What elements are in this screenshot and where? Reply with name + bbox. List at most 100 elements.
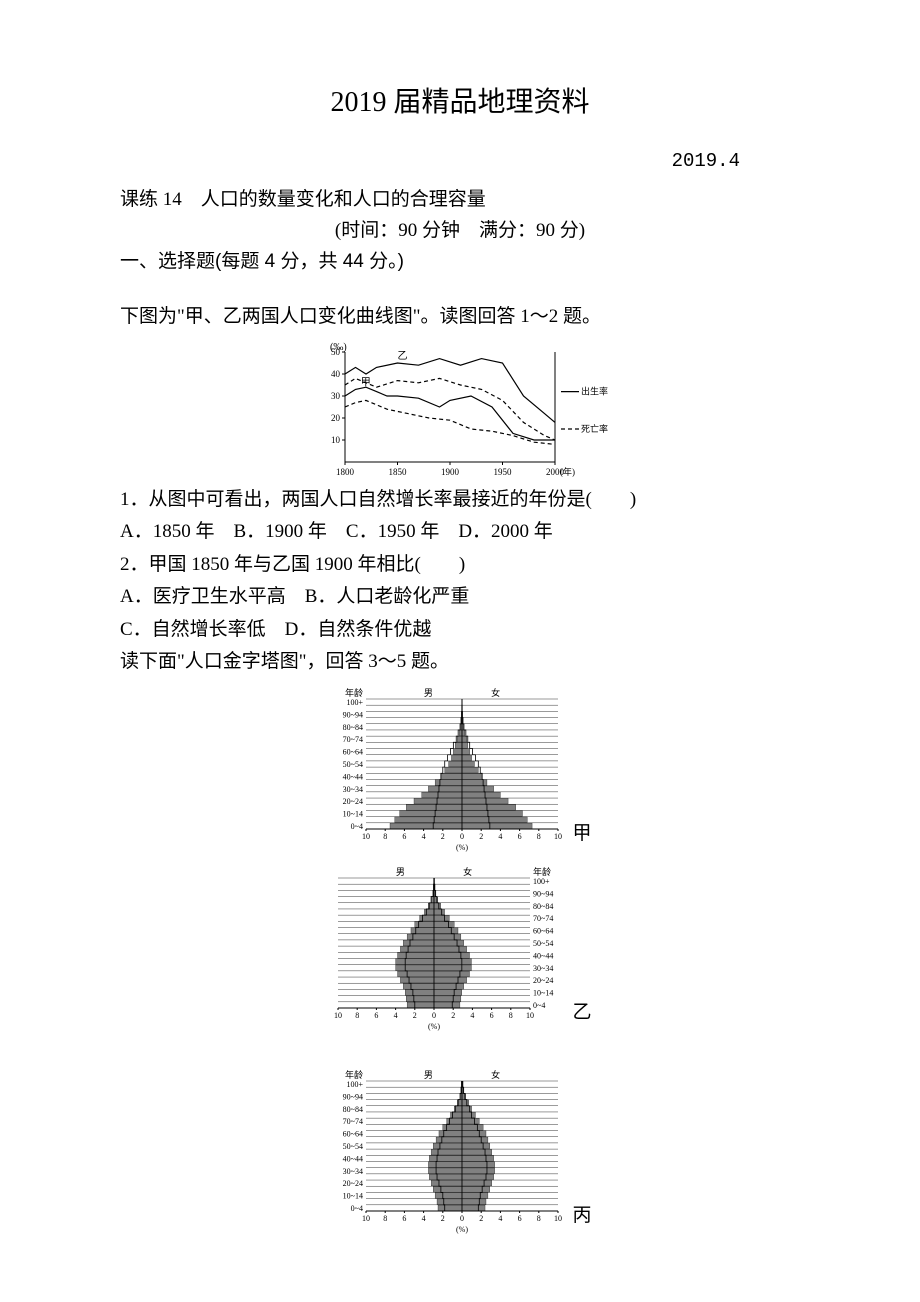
- svg-text:乙: 乙: [398, 350, 408, 362]
- lesson-title: 课练 14 人口的数量变化和人口的合理容量: [120, 184, 800, 211]
- svg-text:10~14: 10~14: [343, 1191, 363, 1200]
- pyramid-bing-container: 1086420246810(%)0~410~1420~2430~3440~445…: [120, 1067, 800, 1242]
- svg-text:30~34: 30~34: [343, 784, 363, 793]
- pyramid-bing-label: 丙: [572, 1200, 591, 1237]
- svg-text:0~4: 0~4: [351, 1203, 363, 1212]
- question-intro-2: 读下面"人口金字塔图"，回答 3～5 题。: [120, 648, 800, 677]
- svg-text:女: 女: [492, 687, 501, 698]
- svg-text:甲: 甲: [361, 377, 371, 388]
- svg-text:60~64: 60~64: [343, 747, 363, 756]
- date: 2019.4: [120, 150, 800, 172]
- svg-text:80~84: 80~84: [533, 901, 553, 910]
- question-1-options: A．1850 年 B．1900 年 C．1950 年 D．2000 年: [120, 518, 800, 547]
- question-intro-1: 下图为"甲、乙两国人口变化曲线图"。读图回答 1～2 题。: [120, 303, 800, 332]
- svg-text:40: 40: [331, 369, 341, 379]
- svg-text:6: 6: [375, 1011, 379, 1020]
- svg-text:20~24: 20~24: [533, 976, 553, 985]
- svg-text:10~14: 10~14: [343, 809, 363, 818]
- svg-text:30: 30: [331, 391, 341, 401]
- svg-text:90~94: 90~94: [533, 889, 553, 898]
- svg-text:50~54: 50~54: [533, 939, 553, 948]
- svg-text:6: 6: [403, 832, 407, 841]
- time-score: (时间：90 分钟 满分：90 分): [120, 215, 800, 242]
- svg-text:6: 6: [518, 1214, 522, 1223]
- svg-text:8: 8: [537, 832, 541, 841]
- svg-text:0: 0: [460, 832, 464, 841]
- svg-text:10: 10: [554, 1214, 562, 1223]
- svg-text:10: 10: [362, 832, 370, 841]
- question-2: 2．甲国 1850 年与乙国 1900 年相比( ): [120, 551, 800, 580]
- svg-text:男: 男: [396, 867, 405, 877]
- svg-text:4: 4: [471, 1011, 475, 1020]
- section-title: 一、选择题(每题 4 分，共 44 分。): [120, 246, 800, 273]
- svg-text:70~74: 70~74: [343, 735, 363, 744]
- svg-text:(年): (年): [560, 466, 575, 477]
- svg-text:10: 10: [334, 1011, 342, 1020]
- svg-text:女: 女: [492, 1069, 501, 1080]
- svg-text:20~24: 20~24: [343, 1179, 363, 1188]
- svg-text:10: 10: [362, 1214, 370, 1223]
- svg-text:2: 2: [452, 1011, 456, 1020]
- svg-text:2: 2: [413, 1011, 417, 1020]
- svg-text:6: 6: [518, 832, 522, 841]
- pyramid-jia-label: 甲: [572, 818, 591, 855]
- svg-text:20: 20: [331, 413, 341, 423]
- svg-text:60~64: 60~64: [533, 926, 553, 935]
- pyramid-yi-label: 乙: [572, 997, 591, 1034]
- svg-text:4: 4: [422, 832, 426, 841]
- svg-text:100+: 100+: [347, 698, 364, 707]
- pyramid-yi-container: 1086420246810(%)0~410~1420~2430~3440~445…: [120, 864, 800, 1039]
- svg-text:1900: 1900: [441, 467, 460, 477]
- svg-text:(%): (%): [428, 1022, 440, 1031]
- svg-text:60~64: 60~64: [343, 1129, 363, 1138]
- line-chart-container: 102030405018001850190019502000(‰)(年)甲乙出生…: [120, 340, 800, 480]
- svg-text:1800: 1800: [336, 467, 355, 477]
- svg-text:8: 8: [384, 832, 388, 841]
- svg-text:男: 男: [424, 688, 433, 698]
- svg-text:2: 2: [441, 832, 445, 841]
- svg-text:10~14: 10~14: [533, 988, 553, 997]
- svg-text:0~4: 0~4: [351, 821, 363, 830]
- svg-text:50~54: 50~54: [343, 1142, 363, 1151]
- svg-text:70~74: 70~74: [533, 914, 553, 923]
- svg-text:2: 2: [441, 1214, 445, 1223]
- svg-text:40~44: 40~44: [343, 772, 363, 781]
- svg-text:年龄: 年龄: [345, 687, 363, 698]
- svg-text:70~74: 70~74: [343, 1117, 363, 1126]
- svg-text:(%): (%): [456, 1225, 468, 1234]
- svg-text:50~54: 50~54: [343, 760, 363, 769]
- main-title: 2019 届精品地理资料: [120, 80, 800, 120]
- pyramid-yi: 1086420246810(%)0~410~1420~2430~3440~445…: [328, 864, 568, 1034]
- svg-text:10: 10: [554, 832, 562, 841]
- svg-text:6: 6: [490, 1011, 494, 1020]
- svg-text:6: 6: [403, 1214, 407, 1223]
- svg-text:30~34: 30~34: [533, 963, 553, 972]
- svg-text:0~4: 0~4: [533, 1000, 545, 1009]
- svg-text:100+: 100+: [533, 877, 550, 886]
- svg-text:8: 8: [356, 1011, 360, 1020]
- svg-text:90~94: 90~94: [343, 710, 363, 719]
- svg-text:8: 8: [384, 1214, 388, 1223]
- svg-text:8: 8: [537, 1214, 541, 1223]
- question-1: 1．从图中可看出，两国人口自然增长率最接近的年份是( ): [120, 486, 800, 515]
- svg-text:(%): (%): [456, 843, 468, 852]
- svg-text:1850: 1850: [389, 467, 408, 477]
- line-chart: 102030405018001850190019502000(‰)(年)甲乙出生…: [310, 340, 610, 480]
- svg-text:80~84: 80~84: [343, 722, 363, 731]
- pyramid-bing: 1086420246810(%)0~410~1420~2430~3440~445…: [328, 1067, 568, 1237]
- svg-text:90~94: 90~94: [343, 1092, 363, 1101]
- svg-text:4: 4: [499, 832, 503, 841]
- pyramid-jia-container: 1086420246810(%)0~410~1420~2430~3440~445…: [120, 685, 800, 860]
- svg-text:(‰): (‰): [330, 342, 347, 353]
- svg-text:女: 女: [464, 866, 473, 877]
- svg-text:30~34: 30~34: [343, 1166, 363, 1175]
- svg-text:4: 4: [499, 1214, 503, 1223]
- svg-text:男: 男: [424, 1070, 433, 1080]
- svg-text:1950: 1950: [494, 467, 513, 477]
- svg-text:2: 2: [480, 1214, 484, 1223]
- svg-text:40~44: 40~44: [533, 951, 553, 960]
- question-2-options-ab: A．医疗卫生水平高 B．人口老龄化严重: [120, 583, 800, 612]
- svg-text:10: 10: [331, 435, 341, 445]
- svg-text:8: 8: [509, 1011, 513, 1020]
- svg-text:4: 4: [394, 1011, 398, 1020]
